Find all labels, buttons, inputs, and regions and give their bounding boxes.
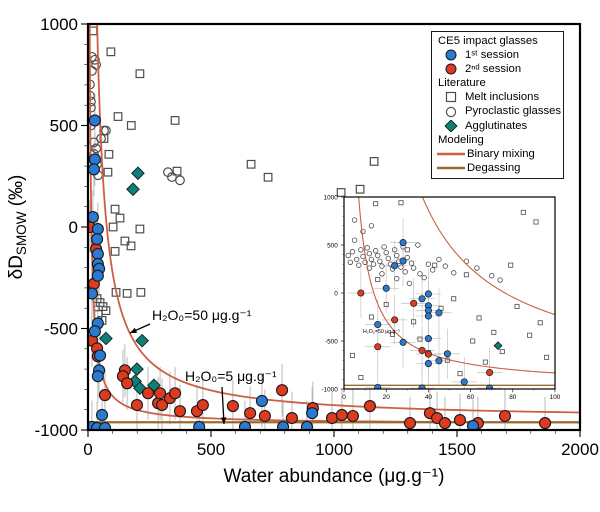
legend-item: Melt inclusions bbox=[437, 90, 560, 104]
x-axis-title: Water abundance (μg.g⁻¹) bbox=[224, 466, 445, 487]
legend-item-label: Degassing bbox=[467, 161, 521, 174]
y-tick-label: -500 bbox=[325, 338, 338, 345]
inset-annotation-text: H₂O₀=50 μg.g⁻¹ bbox=[363, 329, 400, 335]
legend-item-label: Binary mixing bbox=[467, 147, 535, 160]
y-tick-label: 0 bbox=[69, 218, 78, 237]
open-circle-icon bbox=[437, 106, 465, 118]
inset-agglutinates bbox=[493, 341, 503, 351]
x-tick-label: 60 bbox=[467, 394, 475, 401]
diamond-teal-icon bbox=[437, 119, 465, 132]
inset-plot: 0 20 40 60 80 100 1000 500 0 -500 -1000 H₂O₀=50 μg.… bbox=[321, 194, 561, 401]
main-plot-ticks bbox=[81, 23, 581, 437]
inset-plot-data-area bbox=[344, 197, 555, 389]
x-tick-label: 500 bbox=[197, 440, 225, 459]
series-session1 bbox=[88, 114, 480, 430]
x-tick-label: 40 bbox=[425, 394, 433, 401]
annotation-text: H₂O₀=5 μg.g⁻¹ bbox=[185, 368, 277, 384]
legend-item-label: Melt inclusions bbox=[465, 91, 540, 104]
legend-item: Degassing bbox=[437, 161, 560, 175]
x-tick-label: 1000 bbox=[315, 440, 353, 459]
y-tick-label: 500 bbox=[327, 242, 338, 249]
line-brown-icon bbox=[437, 162, 467, 174]
legend-item: Binary mixing bbox=[437, 147, 560, 161]
legend-item: Pyroclastic glasses bbox=[437, 104, 562, 118]
legend-section-header: Literature bbox=[438, 77, 486, 90]
x-tick-label: 0 bbox=[342, 394, 346, 401]
y-tick-label: 500 bbox=[50, 117, 78, 136]
legend: CE5 impact glasses 1ˢᵗ session 2ⁿᵈ session… bbox=[431, 31, 564, 179]
y-axis-title: δDSMOW (‰) bbox=[6, 175, 29, 280]
legend-item-label: Agglutinates bbox=[465, 119, 528, 132]
legend-item: 2ⁿᵈ session bbox=[437, 62, 560, 76]
y-tick-label: 1000 bbox=[40, 15, 78, 34]
legend-section-header: Modeling bbox=[438, 133, 484, 146]
main-plot-data-area bbox=[88, 24, 580, 430]
x-tick-label: 0 bbox=[83, 440, 92, 459]
y-tick-label: -1000 bbox=[321, 386, 338, 393]
legend-item-label: Pyroclastic glasses bbox=[465, 105, 562, 118]
legend-item: Agglutinates bbox=[437, 119, 560, 133]
y-tick-label: 0 bbox=[334, 290, 338, 297]
circle-red-icon bbox=[437, 63, 465, 75]
annotation-h2o0: H₂O₀=5 μg.g⁻¹ bbox=[185, 368, 277, 425]
x-tick-label: 80 bbox=[509, 394, 517, 401]
line-red-icon bbox=[437, 148, 467, 160]
legend-section-header: CE5 impact glasses bbox=[438, 35, 538, 47]
x-tick-label: 1500 bbox=[438, 440, 476, 459]
y-tick-label: -500 bbox=[44, 320, 78, 339]
annotation-text: H₂O₀=50 μg.g⁻¹ bbox=[152, 307, 252, 323]
open-square-icon bbox=[437, 91, 465, 103]
legend-item-label: 1ˢᵗ session bbox=[465, 49, 520, 62]
y-tick-label: 1000 bbox=[324, 194, 339, 201]
x-tick-label: 100 bbox=[550, 394, 561, 401]
x-tick-label: 2000 bbox=[561, 440, 599, 459]
y-tick-label: -1000 bbox=[35, 421, 78, 440]
inset-session2 bbox=[357, 289, 494, 377]
legend-item: 1ˢᵗ session bbox=[437, 48, 560, 62]
circle-blue-icon bbox=[437, 49, 465, 61]
legend-item-label: 2ⁿᵈ session bbox=[465, 63, 522, 76]
x-tick-label: 20 bbox=[383, 394, 391, 401]
annotation-h2o0: H₂O₀=50 μg.g⁻¹ bbox=[129, 307, 252, 334]
inset-session1 bbox=[374, 239, 494, 389]
